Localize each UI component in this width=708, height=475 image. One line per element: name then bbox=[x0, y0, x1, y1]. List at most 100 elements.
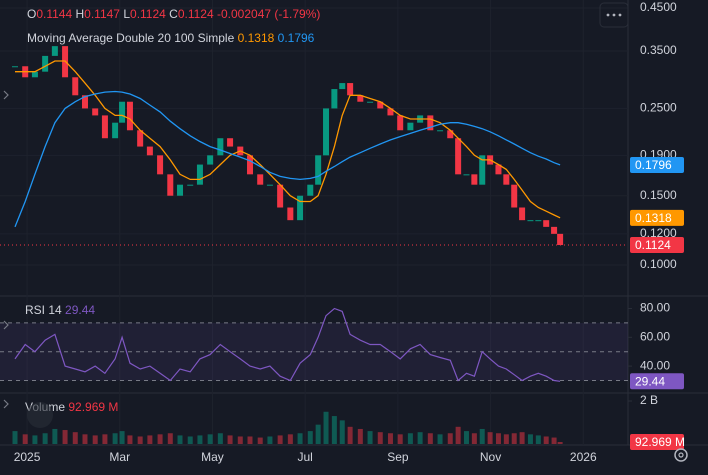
y-tick-label: 40.00 bbox=[640, 358, 670, 372]
ohlc-key: C bbox=[169, 7, 178, 21]
rsi-legend: RSI 14 29.44 bbox=[25, 303, 95, 317]
volume-bar bbox=[92, 435, 98, 444]
rsi-tag: 29.44 bbox=[635, 374, 665, 388]
volume-bar bbox=[12, 431, 18, 444]
candle-body bbox=[146, 146, 153, 156]
y-tick-label: 0.2500 bbox=[640, 101, 677, 115]
volume-bar bbox=[511, 433, 517, 444]
price-tag-box bbox=[630, 209, 684, 226]
ohlc-value: 0.1147 bbox=[84, 7, 120, 21]
volume-bar bbox=[315, 424, 321, 444]
price-tag: 0.1318 bbox=[635, 211, 672, 225]
overlay-button[interactable] bbox=[27, 402, 53, 428]
y-tick-label: 2 B bbox=[640, 393, 658, 407]
candle-body bbox=[12, 66, 18, 68]
y-tick-label: 0.1000 bbox=[640, 257, 677, 271]
candle-body bbox=[323, 108, 330, 156]
indicator-legend: Moving Average Double 20 100 Simple 0.13… bbox=[27, 31, 315, 45]
volume-bar bbox=[417, 432, 423, 444]
candle-body bbox=[177, 184, 184, 196]
volume-bar bbox=[503, 434, 509, 444]
volume-bar bbox=[227, 435, 233, 444]
indicator-name: Moving Average Double 20 100 Simple bbox=[27, 31, 235, 45]
volume-bar bbox=[82, 434, 88, 444]
ohlc-legend: O0.1144 H0.1147 L0.1124 C0.1124 -0.00204… bbox=[27, 7, 320, 21]
settings-button[interactable] bbox=[674, 448, 688, 462]
candle-body bbox=[503, 174, 510, 185]
x-tick-label: May bbox=[201, 450, 224, 464]
volume-bar bbox=[72, 432, 78, 444]
candle-body bbox=[527, 220, 534, 222]
candle-body bbox=[331, 89, 338, 109]
candle-body bbox=[92, 108, 99, 116]
volume-bar bbox=[347, 426, 353, 444]
candle-body bbox=[339, 83, 346, 90]
volume-bar bbox=[519, 432, 525, 444]
volume-bar bbox=[487, 432, 493, 444]
candle-body bbox=[519, 207, 526, 221]
candle-body bbox=[397, 115, 404, 131]
volume-bar bbox=[543, 436, 549, 444]
marks: 2025 Mar May Jul Sep Nov 2026 0.4500 0.3500 0.250… bbox=[0, 0, 685, 464]
candle-body bbox=[471, 174, 478, 185]
volume-value: 92.969 M bbox=[68, 400, 118, 414]
candle-body bbox=[535, 220, 542, 222]
volume-bar bbox=[557, 442, 563, 444]
candle-body bbox=[511, 184, 518, 208]
volume-bar bbox=[527, 434, 533, 444]
candle-body bbox=[227, 138, 234, 147]
candle-body bbox=[377, 101, 384, 109]
candle-body bbox=[119, 101, 126, 123]
ohlc-key: O bbox=[27, 7, 36, 21]
volume-bar bbox=[237, 436, 243, 444]
candle-body bbox=[463, 174, 470, 176]
y-tick-label: 0.1200 bbox=[640, 226, 677, 240]
volume-tag: 92.969 M bbox=[635, 435, 685, 449]
volume-bar bbox=[32, 435, 38, 444]
candle-body bbox=[557, 233, 564, 246]
candle-body bbox=[347, 83, 354, 96]
x-tick-label: Mar bbox=[109, 450, 130, 464]
volume-bar bbox=[167, 433, 173, 444]
volume-bar bbox=[479, 428, 485, 444]
y-tick-label: 0.4500 bbox=[640, 0, 677, 14]
candle-body bbox=[31, 71, 38, 78]
candle-body bbox=[207, 155, 214, 165]
more-button[interactable] bbox=[599, 2, 629, 28]
candle-body bbox=[51, 46, 58, 56]
volume-bar bbox=[397, 434, 403, 444]
rsi-name: RSI 14 bbox=[25, 303, 62, 317]
candle-body bbox=[247, 155, 254, 175]
collapse-arrow[interactable] bbox=[3, 320, 9, 330]
ohlc-key: H bbox=[76, 7, 85, 21]
rsi-value: 29.44 bbox=[65, 303, 95, 317]
candle-body bbox=[266, 184, 273, 186]
ma-slow-value: 0.1796 bbox=[278, 31, 315, 45]
volume-bar bbox=[112, 433, 118, 444]
volume-bar bbox=[127, 435, 133, 444]
volume-bar bbox=[339, 420, 345, 444]
candle-body bbox=[307, 184, 314, 196]
candle-body bbox=[72, 77, 79, 96]
volume-bar bbox=[427, 433, 433, 444]
ohlc-value: 0.1124 bbox=[130, 7, 166, 21]
volume-bar bbox=[277, 435, 283, 444]
candle-body bbox=[187, 184, 194, 186]
volume-bar bbox=[323, 411, 329, 444]
candle-body bbox=[407, 122, 414, 131]
volume-bar bbox=[387, 433, 393, 444]
volume-bar bbox=[463, 431, 469, 444]
x-tick-label: 2026 bbox=[570, 450, 597, 464]
volume-bar bbox=[247, 436, 253, 444]
candle-body bbox=[126, 101, 133, 131]
candle-body bbox=[297, 195, 304, 221]
volume-bar bbox=[217, 433, 223, 444]
candle-body bbox=[277, 184, 284, 208]
collapse-arrow[interactable] bbox=[3, 90, 9, 100]
ohlc-key: L bbox=[123, 7, 130, 21]
volume-bar bbox=[307, 431, 313, 444]
rsi-tag-box bbox=[630, 373, 684, 390]
collapse-arrow[interactable] bbox=[3, 399, 9, 409]
volume-bar bbox=[495, 433, 501, 444]
